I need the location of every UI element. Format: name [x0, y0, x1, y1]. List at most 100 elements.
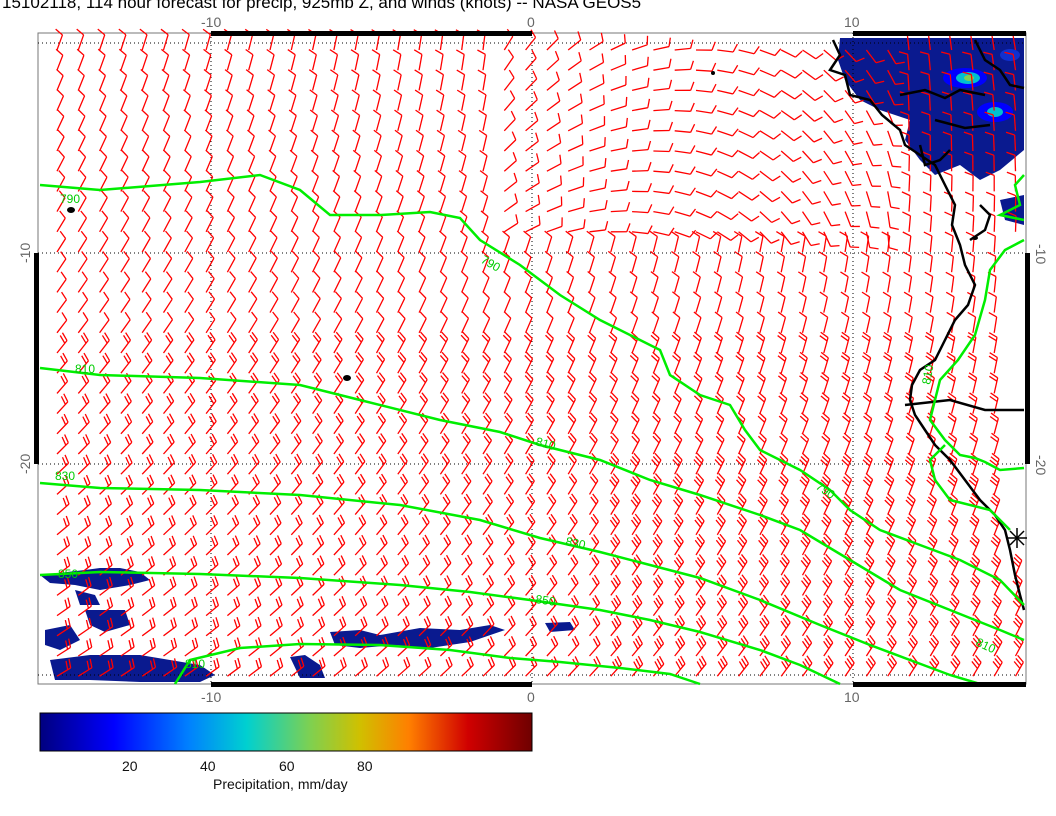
wind-barb-feather — [906, 476, 914, 484]
wind-barb-feather — [234, 639, 238, 649]
wind-barb-staff — [674, 398, 682, 414]
wind-barb-staff — [248, 318, 258, 334]
wind-barb-feather — [738, 536, 746, 545]
wind-barb-feather — [104, 456, 110, 466]
wind-barb-feather — [884, 415, 893, 423]
wind-barb-feather — [697, 513, 705, 522]
wind-barb-feather — [271, 271, 279, 279]
wind-barb-feather — [97, 48, 106, 56]
wind-barb-feather — [271, 375, 278, 384]
wind-barb-feather — [482, 375, 490, 383]
wind-barb-feather — [791, 198, 801, 204]
wind-barb-feather — [295, 413, 302, 422]
wind-barb-staff — [376, 583, 389, 596]
wind-barb-feather — [548, 496, 555, 505]
wind-barb-staff — [525, 664, 538, 677]
wind-barb-feather — [970, 620, 978, 629]
wind-barb-feather — [780, 536, 788, 545]
wind-barb-feather — [1005, 111, 1015, 116]
wind-barb-feather — [249, 355, 257, 364]
wind-barb-staff — [908, 601, 918, 616]
wind-barb-staff — [887, 601, 897, 616]
wind-barb-feather — [844, 640, 851, 649]
wind-barb-staff — [887, 377, 893, 394]
wind-barb-staff — [844, 662, 855, 677]
wind-barb-feather — [67, 597, 71, 607]
wind-barb-staff — [77, 626, 92, 637]
wind-barb-feather — [693, 311, 702, 319]
wind-barb-feather — [751, 215, 760, 222]
wind-barb-staff — [482, 155, 488, 172]
wind-barb-feather — [968, 372, 977, 379]
wind-barb-staff — [525, 140, 539, 152]
wind-barb-feather — [212, 639, 217, 649]
wind-barb-staff — [589, 145, 605, 152]
wind-barb-feather — [740, 533, 748, 542]
wind-barb-feather — [166, 416, 173, 425]
wind-barb-staff — [141, 503, 155, 516]
wind-barb-feather — [152, 617, 156, 627]
wind-barb-staff — [503, 501, 515, 515]
wind-barb-feather — [160, 28, 169, 36]
wind-barb-staff — [972, 641, 982, 657]
wind-barb-feather — [510, 636, 516, 645]
wind-barb-feather — [292, 355, 299, 364]
wind-barb-feather — [68, 658, 72, 669]
wind-barb-staff — [397, 358, 407, 374]
wind-barb-staff — [354, 624, 368, 637]
wind-barb-feather — [821, 519, 829, 528]
wind-barb-feather — [130, 597, 135, 607]
wind-barb-feather — [287, 69, 296, 76]
wind-barb-staff — [269, 604, 283, 617]
wind-barb-feather — [423, 493, 430, 503]
wind-barb-staff — [376, 624, 389, 637]
wind-barb-staff — [674, 439, 683, 455]
wind-barb-feather — [654, 473, 662, 481]
wind-barb-staff — [652, 439, 662, 455]
wind-barb-staff — [311, 155, 319, 172]
wind-barb-feather — [763, 614, 770, 624]
wind-barb-feather — [81, 396, 88, 405]
wind-barb-feather — [842, 499, 850, 507]
wind-barb-staff — [312, 624, 326, 637]
wind-barb-staff — [205, 54, 212, 71]
wind-barb-staff — [716, 540, 727, 556]
wind-barb-feather — [737, 476, 745, 484]
wind-barb-feather — [314, 415, 321, 425]
wind-barb-staff — [1012, 74, 1017, 91]
wind-barb-feather — [478, 109, 487, 116]
wind-barb-feather — [247, 149, 256, 157]
wind-barb-staff — [375, 54, 381, 71]
wind-barb-feather — [336, 372, 344, 381]
wind-barb-feather — [677, 533, 684, 542]
wind-barb-feather — [713, 334, 722, 342]
wind-barb-staff — [929, 276, 934, 293]
wind-barb-feather — [630, 375, 638, 383]
wind-barb-staff — [77, 482, 91, 495]
wind-barb-feather — [233, 598, 238, 608]
wind-barb-staff — [631, 500, 641, 515]
wind-barb-staff — [99, 197, 108, 212]
wind-barb-feather — [632, 432, 640, 441]
wind-barb-staff — [269, 216, 278, 233]
wind-barb-staff — [56, 217, 66, 233]
wind-barb-feather — [841, 351, 850, 359]
wind-barb-staff — [610, 63, 626, 71]
wind-barb-staff — [333, 399, 344, 414]
wind-barb-staff — [695, 500, 705, 515]
wind-barb-feather — [778, 499, 786, 508]
wind-barb-staff — [418, 440, 429, 455]
wind-barb-feather — [253, 537, 259, 547]
wind-barb-staff — [290, 318, 300, 334]
wind-barb-staff — [120, 605, 135, 617]
wind-barb-staff — [312, 298, 321, 313]
wind-barb-staff — [674, 500, 684, 515]
wind-barb-staff — [439, 155, 446, 172]
wind-barb-feather — [334, 250, 342, 259]
wind-barb-staff — [354, 440, 366, 455]
wind-barb-feather — [61, 332, 68, 341]
wind-barb-feather — [402, 473, 408, 482]
wind-barb-feather — [184, 169, 192, 178]
wind-barb-staff — [716, 439, 725, 455]
wind-barb-feather — [777, 291, 786, 298]
